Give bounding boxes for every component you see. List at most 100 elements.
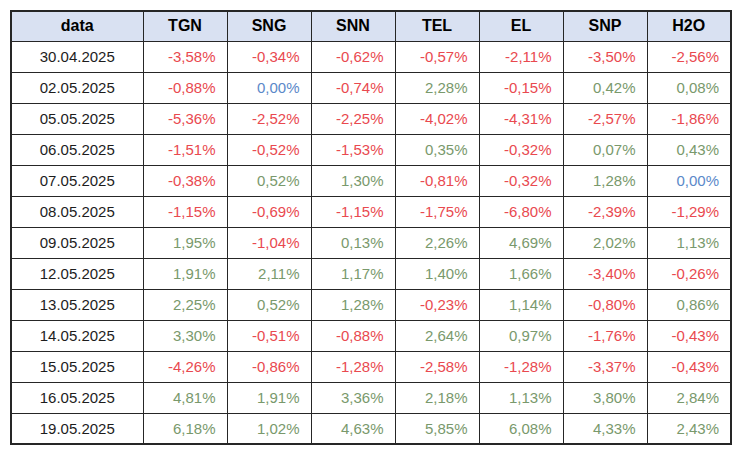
value-cell: -4,31% (479, 103, 563, 134)
value-cell: -2,25% (311, 103, 395, 134)
returns-table-container: dataTGNSNGSNNTELELSNPH2O 30.04.2025-3,58… (10, 10, 732, 445)
table-header-row: dataTGNSNGSNNTELELSNPH2O (11, 11, 731, 41)
date-cell: 07.05.2025 (11, 165, 143, 196)
value-cell: -0,43% (647, 351, 731, 382)
value-cell: -5,36% (143, 103, 227, 134)
date-cell: 12.05.2025 (11, 258, 143, 289)
table-row: 06.05.2025-1,51%-0,52%-1,53%0,35%-0,32%0… (11, 134, 731, 165)
value-cell: 1,13% (647, 227, 731, 258)
value-cell: -1,04% (227, 227, 311, 258)
value-cell: -0,23% (395, 289, 479, 320)
value-cell: 0,86% (647, 289, 731, 320)
value-cell: -0,26% (647, 258, 731, 289)
value-cell: 5,85% (395, 413, 479, 444)
value-cell: -0,74% (311, 72, 395, 103)
value-cell: 4,63% (311, 413, 395, 444)
table-row: 05.05.2025-5,36%-2,52%-2,25%-4,02%-4,31%… (11, 103, 731, 134)
value-cell: 2,28% (395, 72, 479, 103)
value-cell: 1,17% (311, 258, 395, 289)
value-cell: 3,80% (563, 382, 647, 413)
value-cell: -1,76% (563, 320, 647, 351)
value-cell: -0,69% (227, 196, 311, 227)
table-row: 13.05.20252,25%0,52%1,28%-0,23%1,14%-0,8… (11, 289, 731, 320)
column-header-sng: SNG (227, 11, 311, 41)
column-header-data: data (11, 11, 143, 41)
value-cell: 3,30% (143, 320, 227, 351)
table-row: 07.05.2025-0,38%0,52%1,30%-0,81%-0,32%1,… (11, 165, 731, 196)
value-cell: 1,40% (395, 258, 479, 289)
date-cell: 13.05.2025 (11, 289, 143, 320)
value-cell: -1,51% (143, 134, 227, 165)
value-cell: -1,15% (311, 196, 395, 227)
value-cell: -2,11% (479, 41, 563, 72)
value-cell: 2,11% (227, 258, 311, 289)
value-cell: -2,56% (647, 41, 731, 72)
table-row: 30.04.2025-3,58%-0,34%-0,62%-0,57%-2,11%… (11, 41, 731, 72)
table-row: 19.05.20256,18%1,02%4,63%5,85%6,08%4,33%… (11, 413, 731, 444)
value-cell: -0,38% (143, 165, 227, 196)
date-cell: 05.05.2025 (11, 103, 143, 134)
value-cell: 2,26% (395, 227, 479, 258)
value-cell: 1,91% (143, 258, 227, 289)
value-cell: -4,02% (395, 103, 479, 134)
value-cell: -2,58% (395, 351, 479, 382)
value-cell: -0,32% (479, 134, 563, 165)
value-cell: -3,40% (563, 258, 647, 289)
daily-returns-table: dataTGNSNGSNNTELELSNPH2O 30.04.2025-3,58… (10, 10, 732, 445)
value-cell: -0,43% (647, 320, 731, 351)
value-cell: 2,18% (395, 382, 479, 413)
value-cell: 0,43% (647, 134, 731, 165)
value-cell: 1,95% (143, 227, 227, 258)
value-cell: 2,02% (563, 227, 647, 258)
value-cell: -0,86% (227, 351, 311, 382)
value-cell: 0,52% (227, 289, 311, 320)
value-cell: -0,57% (395, 41, 479, 72)
value-cell: -0,88% (311, 320, 395, 351)
value-cell: 4,33% (563, 413, 647, 444)
column-header-snp: SNP (563, 11, 647, 41)
value-cell: -1,15% (143, 196, 227, 227)
value-cell: 6,18% (143, 413, 227, 444)
value-cell: 1,28% (563, 165, 647, 196)
date-cell: 09.05.2025 (11, 227, 143, 258)
column-header-tgn: TGN (143, 11, 227, 41)
value-cell: 3,36% (311, 382, 395, 413)
value-cell: 2,64% (395, 320, 479, 351)
value-cell: 6,08% (479, 413, 563, 444)
column-header-el: EL (479, 11, 563, 41)
value-cell: -1,86% (647, 103, 731, 134)
value-cell: -0,52% (227, 134, 311, 165)
table-row: 14.05.20253,30%-0,51%-0,88%2,64%0,97%-1,… (11, 320, 731, 351)
value-cell: 2,84% (647, 382, 731, 413)
value-cell: 0,52% (227, 165, 311, 196)
column-header-tel: TEL (395, 11, 479, 41)
value-cell: -1,75% (395, 196, 479, 227)
value-cell: -0,62% (311, 41, 395, 72)
value-cell: -0,32% (479, 165, 563, 196)
value-cell: 2,43% (647, 413, 731, 444)
value-cell: 4,81% (143, 382, 227, 413)
value-cell: 1,02% (227, 413, 311, 444)
value-cell: -3,37% (563, 351, 647, 382)
value-cell: 1,91% (227, 382, 311, 413)
value-cell: -3,58% (143, 41, 227, 72)
value-cell: 0,35% (395, 134, 479, 165)
value-cell: -1,53% (311, 134, 395, 165)
value-cell: 1,13% (479, 382, 563, 413)
date-cell: 08.05.2025 (11, 196, 143, 227)
value-cell: 1,66% (479, 258, 563, 289)
value-cell: -0,80% (563, 289, 647, 320)
value-cell: 1,30% (311, 165, 395, 196)
date-cell: 15.05.2025 (11, 351, 143, 382)
date-cell: 02.05.2025 (11, 72, 143, 103)
table-row: 02.05.2025-0,88%0,00%-0,74%2,28%-0,15%0,… (11, 72, 731, 103)
value-cell: 0,97% (479, 320, 563, 351)
value-cell: -0,88% (143, 72, 227, 103)
value-cell: 0,00% (647, 165, 731, 196)
value-cell: -1,28% (479, 351, 563, 382)
value-cell: -3,50% (563, 41, 647, 72)
value-cell: 1,28% (311, 289, 395, 320)
date-cell: 30.04.2025 (11, 41, 143, 72)
date-cell: 19.05.2025 (11, 413, 143, 444)
value-cell: -1,28% (311, 351, 395, 382)
